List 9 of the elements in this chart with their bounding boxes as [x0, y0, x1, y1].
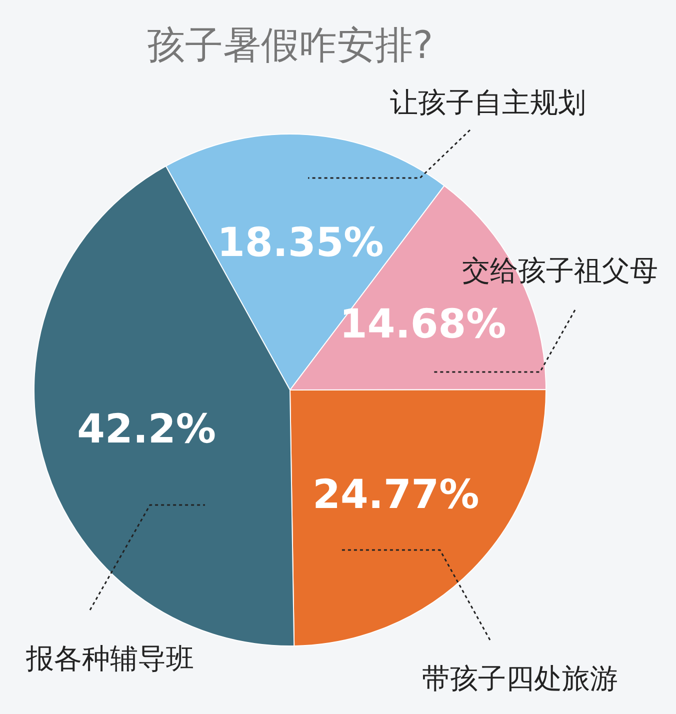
data-label: 18.35%	[217, 220, 384, 266]
slice-label: 让孩子自主规划	[390, 86, 586, 119]
slice-label: 报各种辅导班	[25, 642, 194, 675]
data-label: 14.68%	[340, 302, 506, 348]
data-label: 24.77%	[312, 472, 480, 518]
slice-label: 带孩子四处旅游	[422, 662, 618, 695]
slice-label: 交给孩子祖父母	[462, 254, 658, 287]
data-label: 42.2%	[77, 406, 216, 452]
chart-title: 孩子暑假咋安排?	[146, 23, 434, 67]
